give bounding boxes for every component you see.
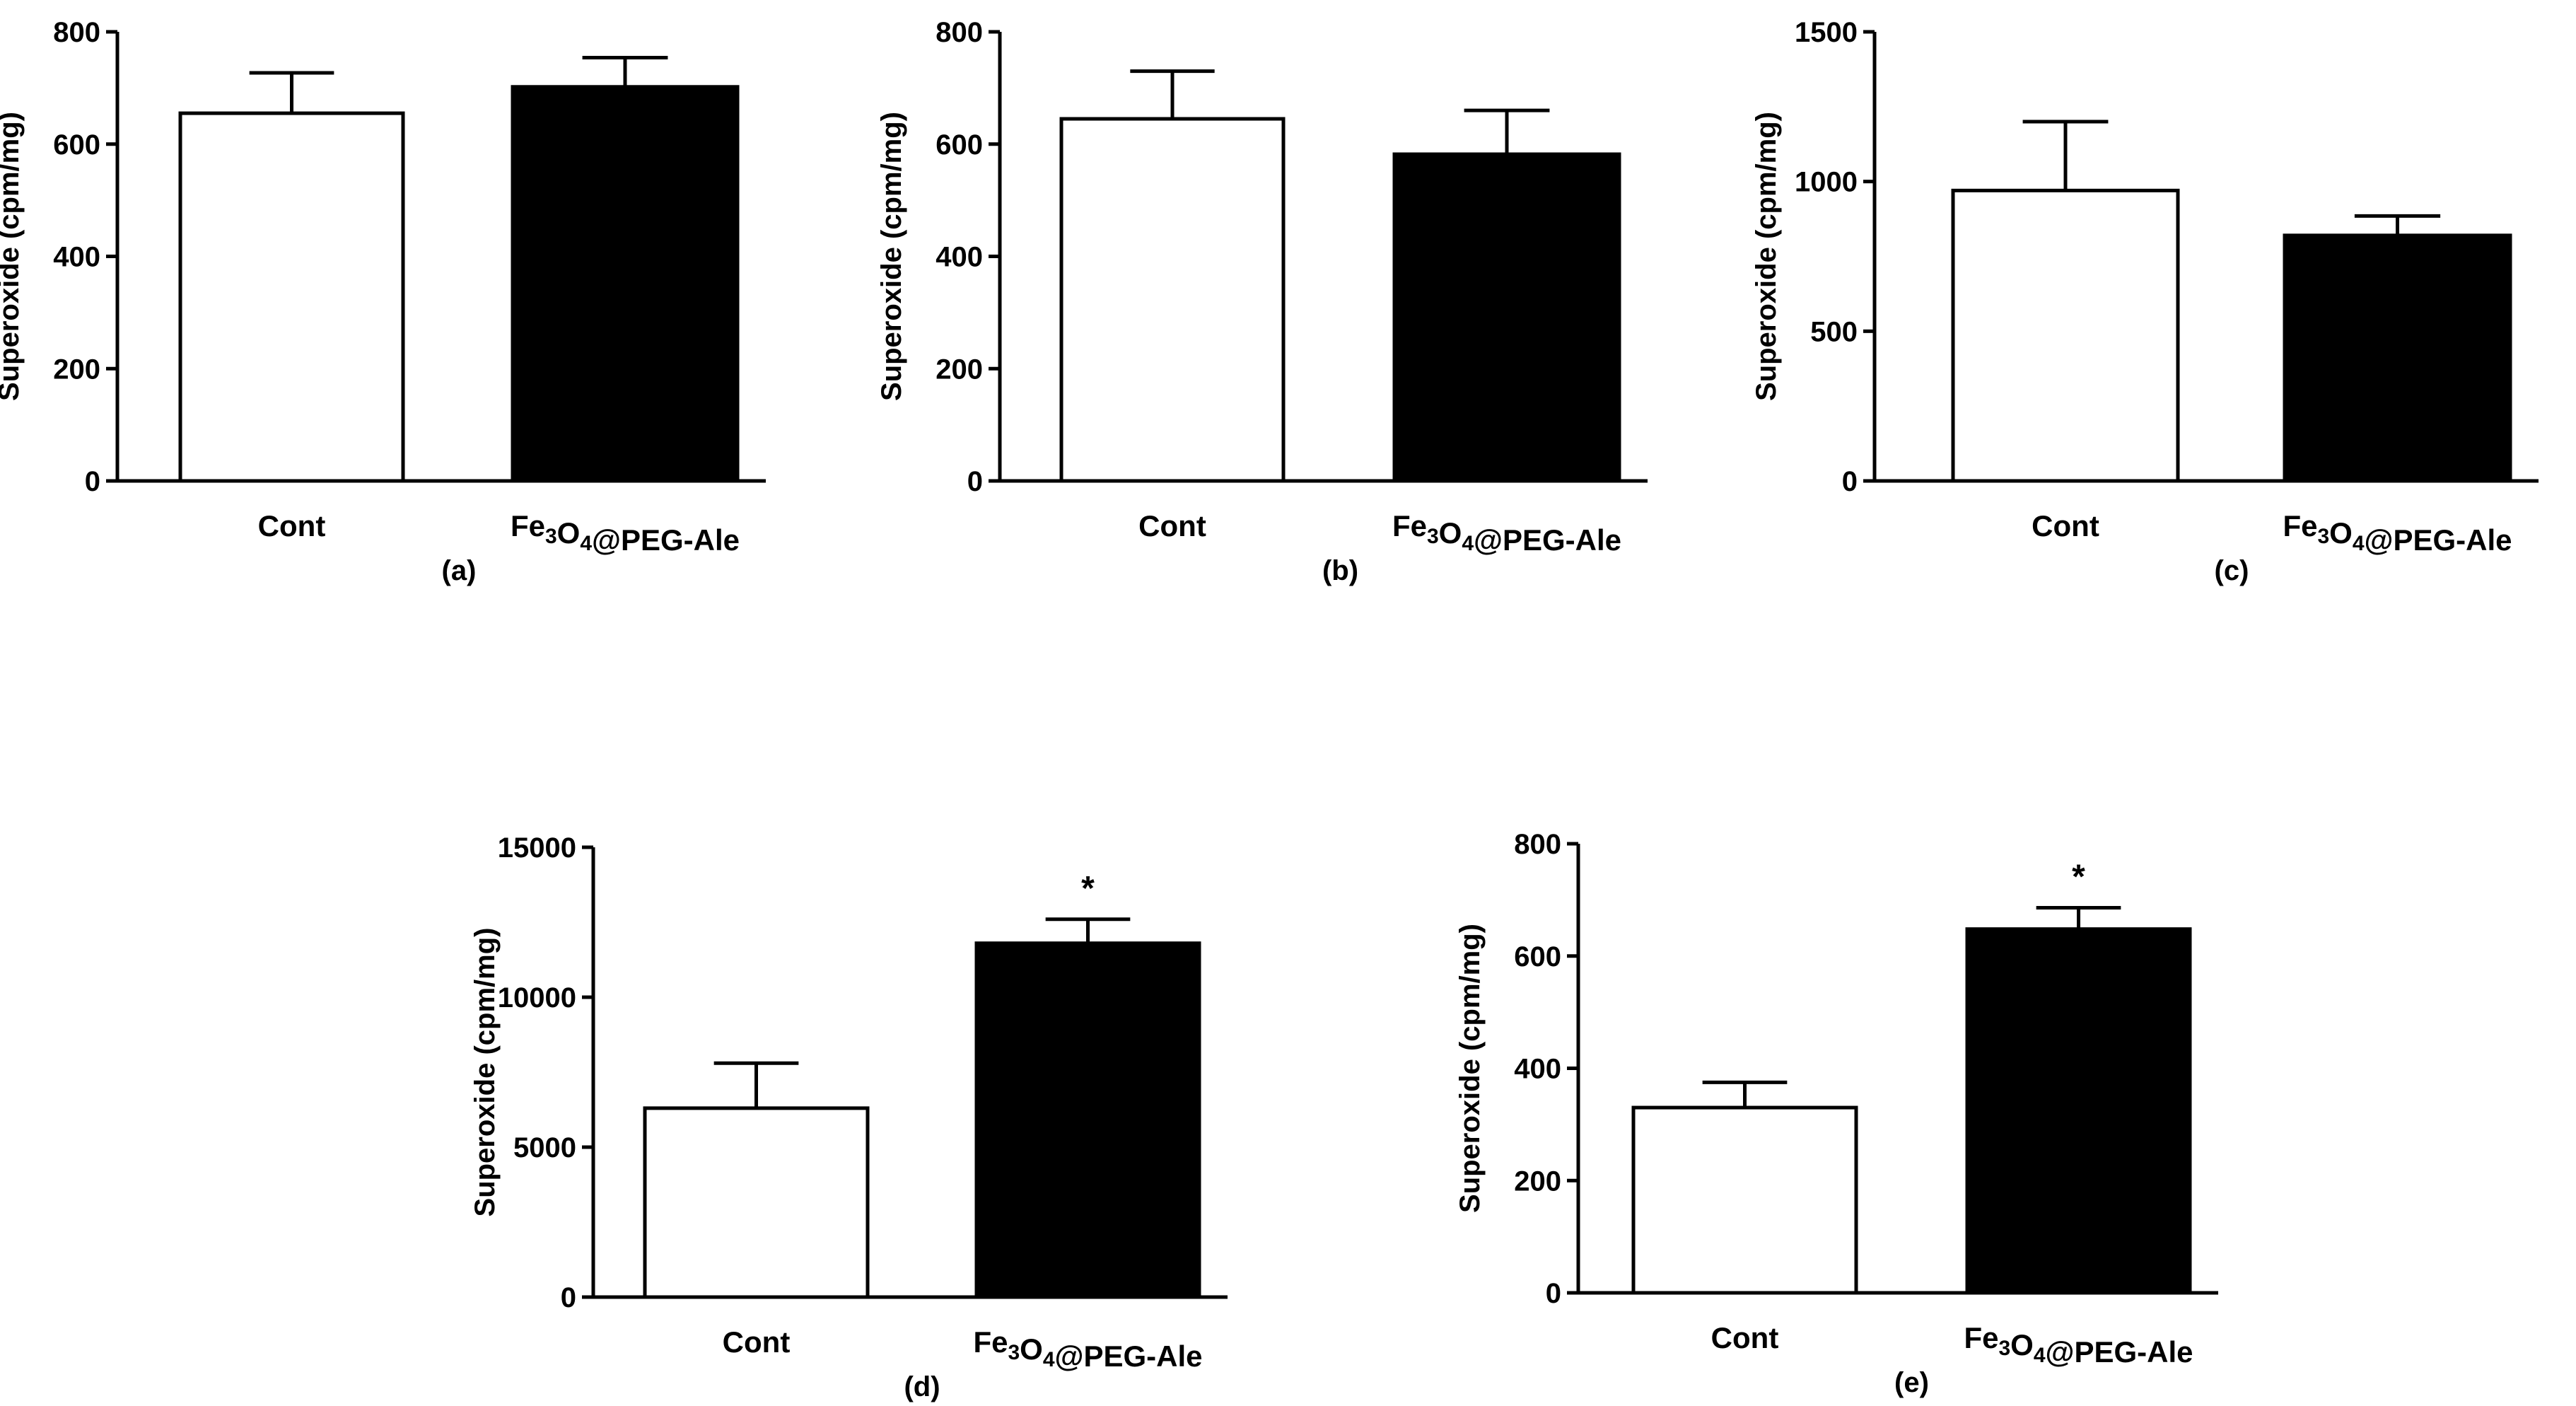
y-tick-label: 500 (1810, 316, 1858, 347)
y-tick-label: 400 (53, 242, 100, 273)
y-axis-label: Superoxide (cpm/mg) (1751, 112, 1782, 401)
y-axis-label: Superoxide (cpm/mg) (470, 928, 501, 1217)
significance-marker: * (2072, 858, 2085, 895)
bar (1631, 1105, 1858, 1295)
panel-a: Cont Fe3O4@PEG-Ale 0 200 400 600 800 Superoxide… (0, 17, 766, 586)
y-tick-label: 600 (936, 129, 983, 161)
y-tick-label: 0 (1842, 466, 1858, 497)
y-tick-label: 200 (53, 354, 100, 385)
panel-d: Cont * Fe3O4@PEG-Ale 0 5000 10000 15000 Superox… (470, 832, 1228, 1402)
y-tick-label: 200 (1514, 1166, 1561, 1197)
category-label: Cont (1711, 1321, 1779, 1354)
bar (511, 85, 740, 483)
bar (1059, 117, 1286, 483)
bar (643, 1106, 870, 1299)
bar (1965, 927, 2192, 1295)
y-axis-label: Superoxide (cpm/mg) (0, 112, 25, 401)
category-label: Fe3O4@PEG-Ale (1392, 509, 1621, 557)
category-label: Cont (258, 509, 326, 542)
bar (1951, 188, 2180, 483)
category-label: Fe3O4@PEG-Ale (2283, 509, 2512, 557)
y-tick-label: 0 (561, 1282, 576, 1313)
bar (1392, 152, 1621, 483)
panel-b: Cont Fe3O4@PEG-Ale 0 200 400 600 800 Superoxide… (876, 17, 1648, 586)
category-label: Cont (2032, 509, 2099, 542)
y-tick-label: 1500 (1795, 17, 1858, 48)
panel-e: Cont * Fe3O4@PEG-Ale 0 200 400 600 800 Superoxid… (1455, 829, 2218, 1398)
panel-c: Cont Fe3O4@PEG-Ale 0 500 1000 1500 Superoxide … (1751, 17, 2539, 586)
y-tick-label: 200 (936, 354, 983, 385)
y-tick-label: 400 (1514, 1054, 1561, 1085)
panel-label: (a) (442, 555, 477, 586)
category-label: Cont (723, 1325, 791, 1359)
y-tick-label: 800 (53, 17, 100, 48)
category-label: Fe3O4@PEG-Ale (973, 1325, 1202, 1373)
y-tick-label: 0 (85, 466, 100, 497)
y-tick-label: 600 (1514, 941, 1561, 972)
category-label: Fe3O4@PEG-Ale (1964, 1321, 2193, 1369)
panel-label: (d) (904, 1371, 940, 1402)
y-tick-label: 800 (1514, 829, 1561, 860)
category-label: Fe3O4@PEG-Ale (511, 509, 740, 557)
y-tick-label: 0 (967, 466, 983, 497)
y-tick-label: 10000 (498, 982, 576, 1013)
y-axis-label: Superoxide (cpm/mg) (876, 112, 907, 401)
y-tick-label: 5000 (513, 1132, 576, 1163)
y-tick-label: 1000 (1795, 167, 1858, 198)
y-tick-label: 800 (936, 17, 983, 48)
y-tick-label: 0 (1546, 1278, 1561, 1309)
y-axis-label: Superoxide (cpm/mg) (1455, 924, 1486, 1213)
y-tick-label: 600 (53, 129, 100, 161)
y-tick-label: 400 (936, 242, 983, 273)
bar (178, 111, 405, 483)
y-tick-label: 15000 (498, 832, 576, 864)
panel-label: (e) (1894, 1367, 1929, 1398)
panel-label: (c) (2215, 555, 2249, 586)
category-label: Cont (1138, 509, 1206, 542)
bar (974, 941, 1201, 1299)
panel-label: (b) (1322, 555, 1358, 586)
bar (2283, 233, 2512, 483)
significance-marker: * (1081, 870, 1095, 907)
